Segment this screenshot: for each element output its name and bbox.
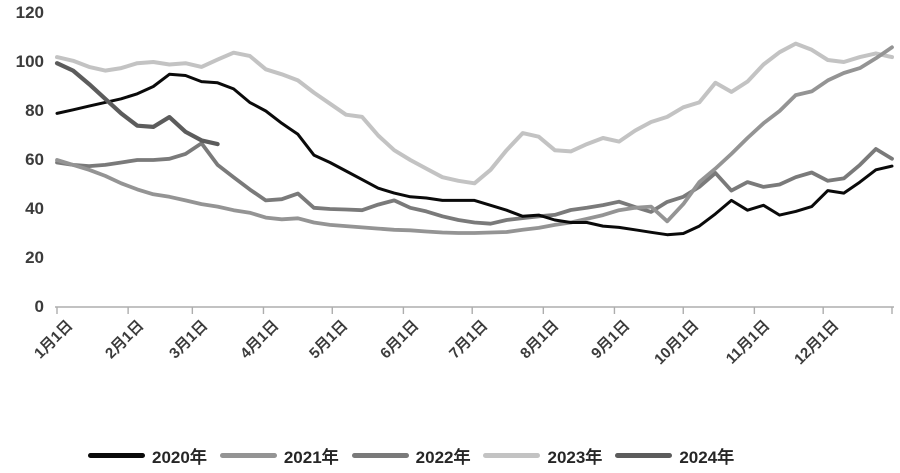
y-axis-tick-label: 120 [15,3,44,22]
y-axis-tick-label: 100 [15,52,44,71]
series-line-2024年 [54,61,220,147]
series-line-2023年 [55,41,894,186]
series-line-2021年 [55,45,894,235]
chart-legend: 2020年 2021年 2022年 2023年 2024年 [88,443,747,467]
legend-item-2020年: 2020年 [88,443,207,468]
series-line-2022年 [55,141,894,226]
legend-label: 2023年 [547,447,603,467]
y-axis-tick-label: 40 [25,199,44,218]
legend-swatch-icon [483,452,541,458]
legend-swatch-icon [351,452,409,458]
legend-swatch-icon [219,452,277,458]
legend-item-2022年: 2022年 [351,443,471,468]
series-line-2020年 [55,72,894,237]
legend-label: 2020年 [152,447,207,467]
legend-label: 2022年 [415,447,471,467]
y-axis-tick-label: 0 [34,297,44,316]
legend-swatch-icon [88,452,145,458]
legend-label: 2021年 [283,447,339,467]
y-axis-tick-label: 20 [25,248,44,267]
y-axis-tick-label: 60 [25,150,44,169]
legend-item-2024年: 2024年 [615,443,734,468]
legend-item-2023年: 2023年 [483,443,602,468]
legend-swatch-icon [615,452,673,458]
legend-item-2021年: 2021年 [219,443,339,468]
legend-label: 2024年 [679,447,735,467]
y-axis-tick-label: 80 [25,101,44,120]
